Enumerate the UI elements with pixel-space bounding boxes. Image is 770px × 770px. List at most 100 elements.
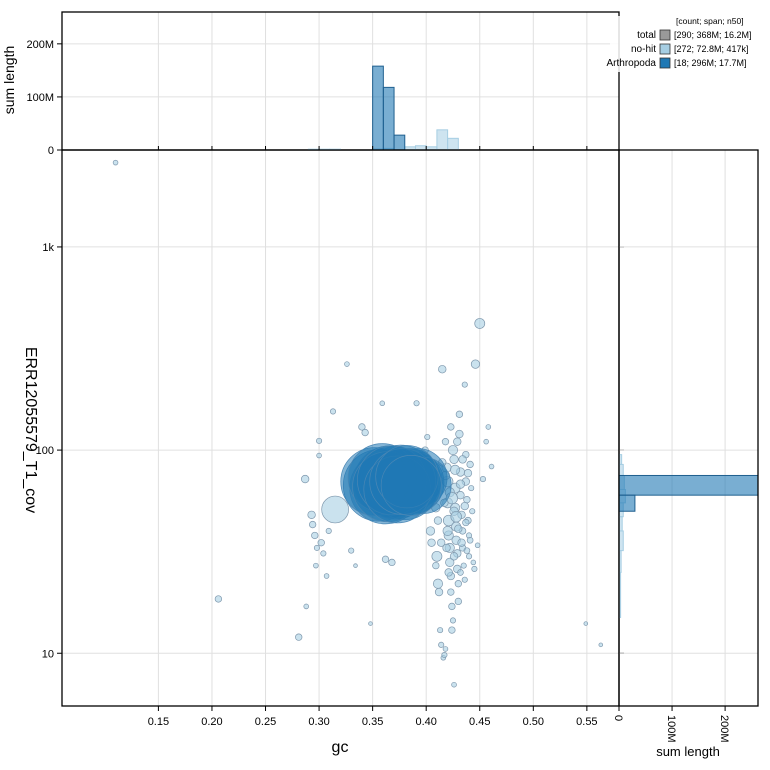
nohit-point bbox=[449, 617, 457, 624]
top-panel-frame bbox=[61, 11, 620, 151]
nohit-point bbox=[444, 568, 453, 577]
top-nohit-bar bbox=[436, 129, 449, 151]
nohit-point bbox=[442, 525, 453, 536]
nohit-point bbox=[598, 642, 604, 648]
nohit-point bbox=[214, 595, 223, 603]
top-histogram bbox=[307, 65, 459, 151]
nohit-point bbox=[437, 538, 446, 547]
nohit-point bbox=[583, 621, 589, 626]
nohit-point bbox=[469, 508, 476, 515]
nohit-point bbox=[432, 561, 440, 570]
nohit-point bbox=[316, 437, 323, 444]
nohit-point bbox=[457, 538, 466, 547]
right-tick-label: 0 bbox=[612, 715, 624, 721]
nohit-point bbox=[434, 587, 444, 597]
nohit-point bbox=[431, 550, 443, 562]
nohit-point bbox=[485, 424, 492, 430]
nohit-point bbox=[471, 565, 478, 572]
top-y-axis-label: sum length bbox=[1, 46, 17, 114]
nohit-point bbox=[438, 365, 447, 374]
nohit-point bbox=[466, 536, 474, 544]
nohit-point bbox=[447, 445, 458, 456]
nohit-point bbox=[488, 463, 495, 470]
top-tick-label: 100M bbox=[26, 92, 54, 104]
nohit-point bbox=[454, 580, 462, 588]
nohit-point bbox=[457, 569, 464, 576]
y-axis-label: ERR12055579_T1_cov bbox=[22, 347, 39, 513]
nohit-point bbox=[413, 400, 420, 407]
scatter-points bbox=[112, 159, 604, 688]
x-tick-label: 0.45 bbox=[469, 716, 490, 728]
nohit-point bbox=[455, 429, 464, 439]
legend-background bbox=[610, 16, 766, 72]
right-arthropoda-bar bbox=[618, 494, 636, 512]
y-axis-ticks: 10 100 1k bbox=[36, 242, 624, 660]
x-tick-label: 0.40 bbox=[415, 716, 436, 728]
nohit-point bbox=[458, 455, 467, 464]
nohit-point bbox=[463, 547, 471, 554]
nohit-point bbox=[424, 433, 431, 441]
x-tick-label: 0.30 bbox=[308, 716, 329, 728]
nohit-point bbox=[112, 159, 119, 166]
nohit-point bbox=[466, 553, 473, 560]
nohit-point bbox=[448, 626, 456, 634]
legend-stats: [18; 296M; 17.7M] bbox=[674, 58, 747, 68]
y-tick-label: 100 bbox=[36, 445, 54, 457]
nohit-point bbox=[313, 544, 320, 551]
right-panel-frame bbox=[618, 149, 759, 707]
nohit-point bbox=[311, 531, 319, 540]
nohit-point bbox=[379, 400, 386, 407]
nohit-point bbox=[445, 557, 455, 568]
nohit-point bbox=[441, 651, 448, 659]
nohit-point bbox=[442, 543, 451, 553]
nohit-point bbox=[309, 520, 317, 529]
nohit-point bbox=[427, 538, 436, 547]
top-histogram-gridlines bbox=[62, 12, 619, 150]
legend-label: total bbox=[637, 30, 656, 41]
top-arthropoda-bar bbox=[382, 86, 395, 151]
legend-entry-nohit: no-hit [272; 72.8M; 417k] bbox=[631, 43, 749, 55]
nohit-point bbox=[448, 602, 456, 611]
nohit-point bbox=[468, 485, 475, 492]
nohit-point bbox=[381, 555, 390, 563]
nohit-point bbox=[462, 518, 470, 527]
right-tick-label: 200M bbox=[718, 715, 730, 743]
nohit-point bbox=[450, 510, 462, 523]
nohit-point bbox=[388, 558, 396, 567]
legend-label: Arthropoda bbox=[607, 58, 657, 69]
nohit-point bbox=[441, 438, 450, 446]
legend-entry-total: total [290; 368M; 16.2M] bbox=[637, 29, 752, 41]
top-arthropoda-bar bbox=[372, 65, 384, 151]
nohit-point bbox=[450, 464, 461, 475]
nohit-point bbox=[461, 576, 468, 583]
top-arthropoda-bar bbox=[393, 134, 406, 151]
nohit-point bbox=[447, 423, 455, 431]
top-nohit-bar bbox=[447, 137, 459, 151]
nohit-point bbox=[442, 646, 449, 652]
legend-swatch bbox=[659, 57, 671, 69]
nohit-point bbox=[453, 437, 462, 446]
nohit-point bbox=[325, 527, 332, 534]
x-tick-label: 0.50 bbox=[523, 716, 544, 728]
top-histogram-ticks: 0 100M 200M bbox=[26, 39, 588, 157]
legend-label: no-hit bbox=[631, 44, 656, 55]
main-panel-frame bbox=[61, 149, 620, 707]
top-tick-label: 200M bbox=[26, 39, 54, 51]
right-histogram bbox=[618, 454, 759, 618]
nohit-point bbox=[361, 428, 369, 437]
nohit-point bbox=[449, 454, 459, 464]
nohit-point bbox=[461, 381, 468, 388]
nohit-point bbox=[454, 597, 462, 606]
legend-swatch bbox=[659, 29, 671, 41]
nohit-point bbox=[425, 526, 436, 536]
nohit-point bbox=[449, 552, 459, 561]
top-tick-label: 0 bbox=[48, 145, 54, 157]
nohit-point bbox=[438, 641, 445, 648]
nohit-point bbox=[454, 524, 463, 533]
legend-stats: [290; 368M; 16.2M] bbox=[674, 30, 752, 40]
nohit-point bbox=[460, 562, 467, 569]
y-tick-label: 1k bbox=[42, 242, 54, 254]
arthropoda-point bbox=[380, 455, 442, 516]
nohit-point bbox=[470, 559, 477, 566]
nohit-point bbox=[323, 573, 330, 579]
